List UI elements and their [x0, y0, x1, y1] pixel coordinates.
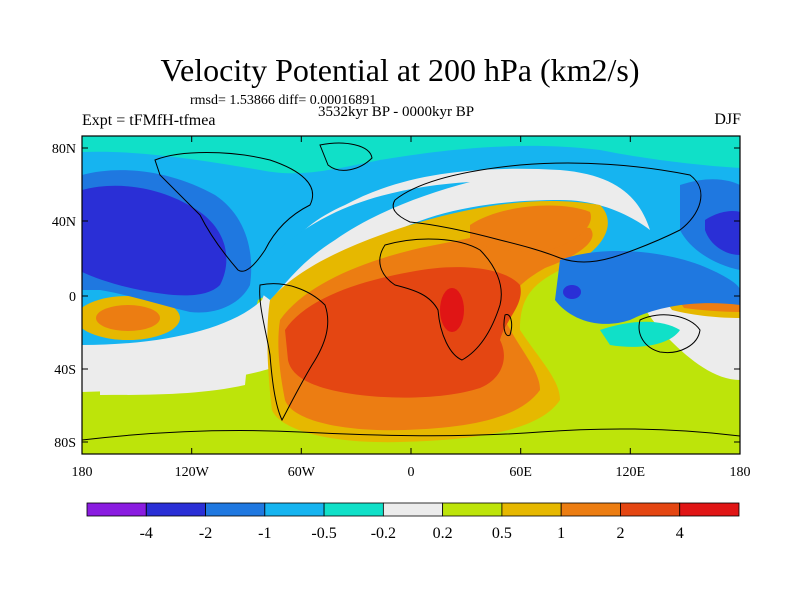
map-title: Velocity Potential at 200 hPa (km2/s): [160, 52, 640, 88]
latitude-axis: 80N 40N 0 40S 80S: [52, 142, 740, 451]
colorbar-level-label: -4: [140, 525, 153, 542]
colorbar-level-label: 0.5: [492, 525, 512, 542]
colorbar-swatch: [560, 502, 621, 517]
contour-negative-indo-pacific: [555, 250, 740, 324]
period-label: 3532kyr BP - 0000kyr BP: [318, 104, 475, 120]
coast-north-america: [154, 152, 313, 272]
contour-weak-negative-atlantic: [250, 182, 470, 300]
colorbar-swatch: [501, 502, 562, 517]
lon-tick-label: 0: [408, 465, 415, 480]
contour-moderate-positive-west-pacific: [96, 305, 160, 331]
contour-near-zero-sw: [100, 335, 250, 395]
lon-tick-label: 180: [730, 465, 751, 480]
contour-max-positive: [440, 288, 464, 332]
season-label: DJF: [714, 111, 741, 128]
colorbar-swatch: [86, 502, 147, 517]
coast-south-america: [259, 283, 329, 422]
colorbar-level-label: -1: [258, 525, 271, 542]
contour-near-zero-se: [640, 297, 740, 380]
colorbar-swatch: [382, 502, 444, 517]
colorbar-swatch: [264, 502, 325, 517]
coast-europe-asia: [392, 162, 702, 263]
lat-tick-label: 40N: [52, 215, 76, 230]
coast-africa: [379, 238, 502, 361]
contour-near-zero: [82, 168, 650, 392]
lon-tick-label: 60E: [509, 465, 532, 480]
colorbar-swatch: [679, 502, 740, 517]
colorbar-swatch: [323, 502, 384, 517]
colorbar-level-label: 1: [557, 525, 565, 542]
stats-line: rmsd= 1.53866 diff= 0.00016891: [190, 93, 377, 108]
contour-strong-negative-east: [705, 210, 740, 255]
colorbar-swatch: [145, 502, 206, 517]
colorbar-level-label: -0.2: [371, 525, 396, 542]
lat-tick-label: 80S: [54, 436, 76, 451]
coast-madagascar: [503, 313, 513, 337]
lon-tick-label: 120W: [175, 465, 210, 480]
colorbar-swatch: [620, 502, 681, 517]
coast-australia: [638, 314, 701, 354]
colorbar-level-label: 2: [616, 525, 624, 542]
lat-tick-label: 40S: [54, 363, 76, 378]
longitude-axis: 180 120W 60W 0 60E 120E 180: [72, 136, 751, 480]
contour-strong-negative-north-pacific: [82, 185, 227, 296]
colorbar-level-label: 4: [676, 525, 684, 542]
contour-near-zero-negative-arctic: [82, 136, 740, 174]
coast-antarctica: [82, 428, 740, 441]
velocity-potential-field: [82, 136, 740, 454]
lat-tick-label: 80N: [52, 142, 76, 157]
colorbar-swatch: [205, 502, 266, 517]
lon-tick-label: 60W: [288, 465, 316, 480]
experiment-label: Expt = tFMfH-tfmea: [82, 112, 216, 129]
contour-strong-negative-indian: [563, 285, 581, 299]
lon-tick-label: 180: [72, 465, 93, 480]
colorbar-level-label: -0.5: [311, 525, 336, 542]
colorbar-level-label: 0.2: [433, 525, 453, 542]
coastlines: [82, 142, 740, 441]
lon-tick-label: 120E: [616, 465, 646, 480]
coast-greenland: [319, 142, 373, 171]
lat-tick-label: 0: [69, 290, 76, 305]
colorbar-swatch: [442, 502, 503, 517]
colorbar-level-label: -2: [199, 525, 212, 542]
colorbar: -4 -2 -1 -0.5 -0.2 0.2 0.5 1 2 4: [86, 502, 740, 542]
